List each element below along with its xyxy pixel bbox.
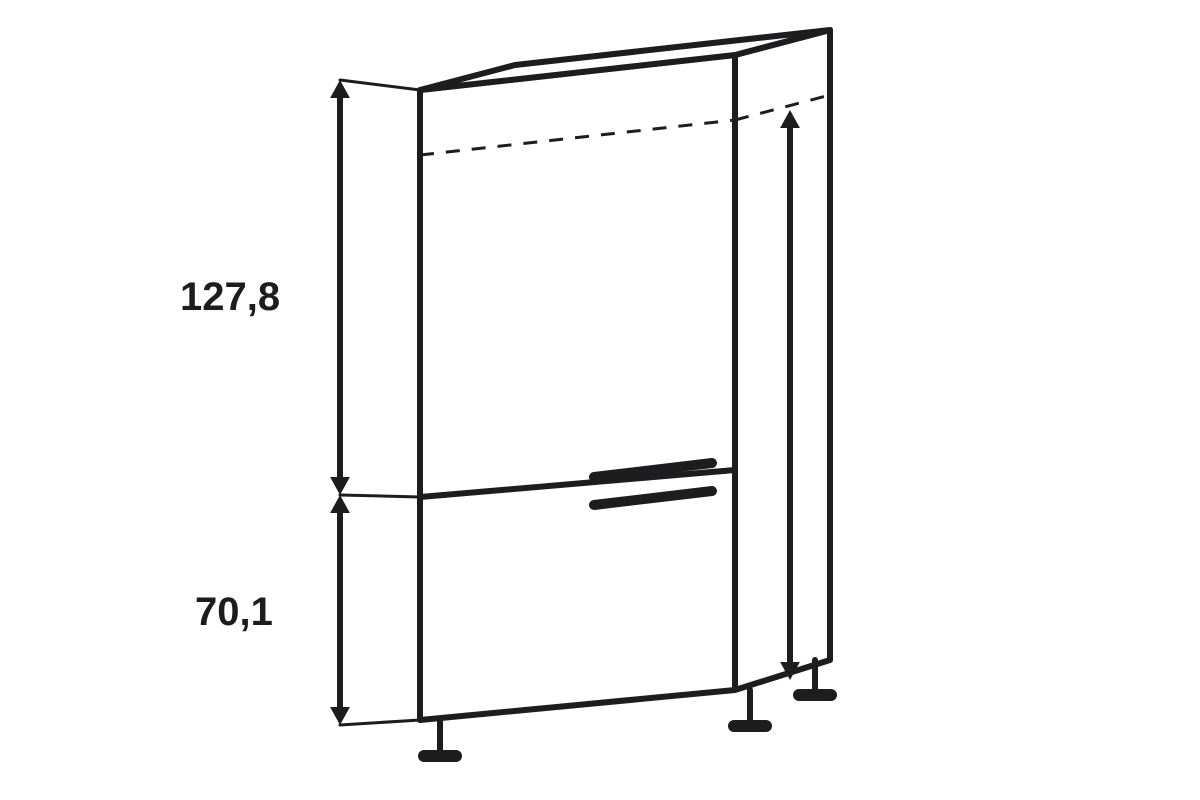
dimension-label-lower: 70,1 bbox=[195, 590, 273, 634]
dimension-label-upper: 127,8 bbox=[180, 275, 280, 319]
cabinet-dimension-diagram: 127,8 70,1 bbox=[0, 0, 1200, 800]
